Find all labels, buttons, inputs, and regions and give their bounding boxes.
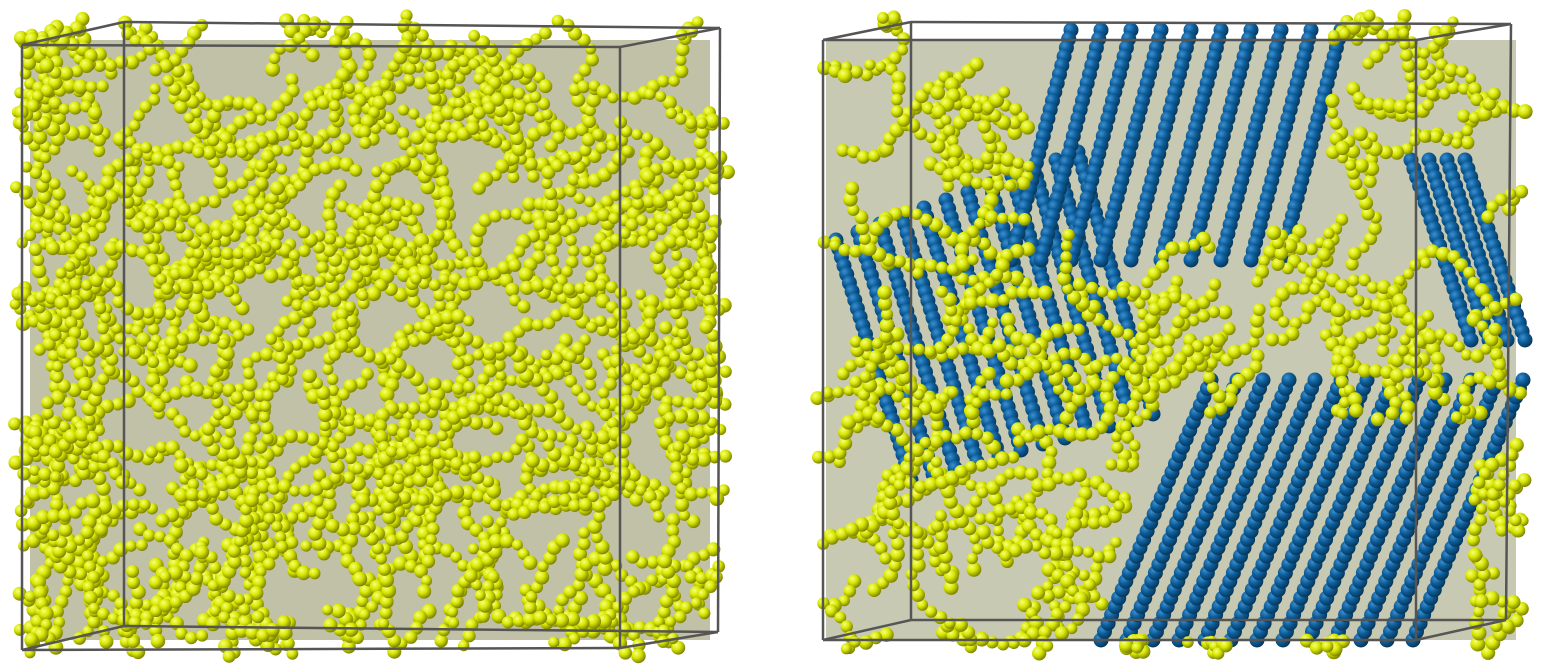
semicrystalline-polymer-panel (771, 0, 1542, 668)
amorphous-polymer-render (8, 9, 735, 664)
amorphous-polymer-chains (8, 9, 735, 664)
simulation-box (20, 20, 722, 652)
semicrystalline-polymer-render (810, 9, 1533, 661)
amorphous-polymer-panel (8, 9, 735, 664)
simulation-box (821, 20, 1513, 642)
